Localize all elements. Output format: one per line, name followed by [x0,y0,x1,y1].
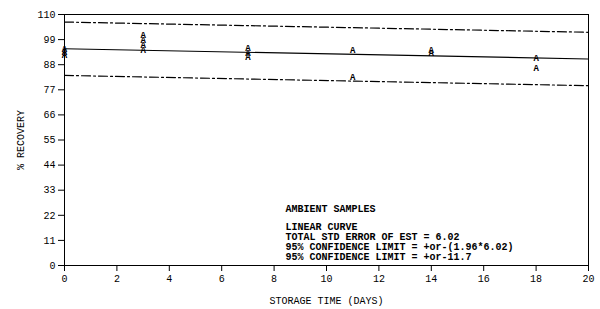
svg-text:20: 20 [582,274,594,285]
svg-text:95% CONFIDENCE LIMIT = +or-11.: 95% CONFIDENCE LIMIT = +or-11.7 [286,252,472,263]
svg-text:A: A [350,46,356,57]
svg-text:4: 4 [166,274,172,285]
svg-text:A: A [350,73,356,84]
svg-text:A: A [429,49,435,59]
svg-text:66: 66 [43,110,55,121]
svg-text:16: 16 [478,274,490,285]
svg-text:A: A [533,64,539,74]
svg-text:77: 77 [43,85,55,96]
svg-text:A: A [245,53,251,63]
svg-text:11: 11 [43,236,55,247]
svg-text:14: 14 [425,274,437,285]
svg-text:TOTAL STD ERROR OF EST = 6.02: TOTAL STD ERROR OF EST = 6.02 [285,231,460,243]
svg-text:99: 99 [43,35,55,46]
svg-text:0: 0 [61,274,67,285]
svg-text:10: 10 [320,274,332,285]
svg-text:22: 22 [43,211,55,222]
svg-text:33: 33 [43,185,55,196]
svg-text:110: 110 [37,10,55,21]
svg-text:A: A [62,51,68,61]
svg-text:STORAGE TIME (DAYS): STORAGE TIME (DAYS) [269,296,383,307]
svg-text:AMBIENT SAMPLES: AMBIENT SAMPLES [286,204,376,215]
svg-text:18: 18 [530,274,542,285]
svg-text:44: 44 [43,160,55,171]
svg-text:6: 6 [219,274,225,285]
svg-text:A: A [533,54,539,64]
svg-text:12: 12 [373,274,385,285]
svg-text:95% CONFIDENCE LIMIT = +or-(1.: 95% CONFIDENCE LIMIT = +or-(1.96*6.02) [285,241,514,253]
svg-text:88: 88 [43,60,55,71]
svg-text:8: 8 [271,274,277,285]
svg-text:0: 0 [49,261,55,272]
svg-text:LINEAR CURVE: LINEAR CURVE [285,221,358,233]
svg-text:55: 55 [43,135,55,146]
svg-text:A: A [140,46,146,56]
svg-text:2: 2 [114,274,120,285]
svg-text:% RECOVERY: % RECOVERY [16,110,27,170]
